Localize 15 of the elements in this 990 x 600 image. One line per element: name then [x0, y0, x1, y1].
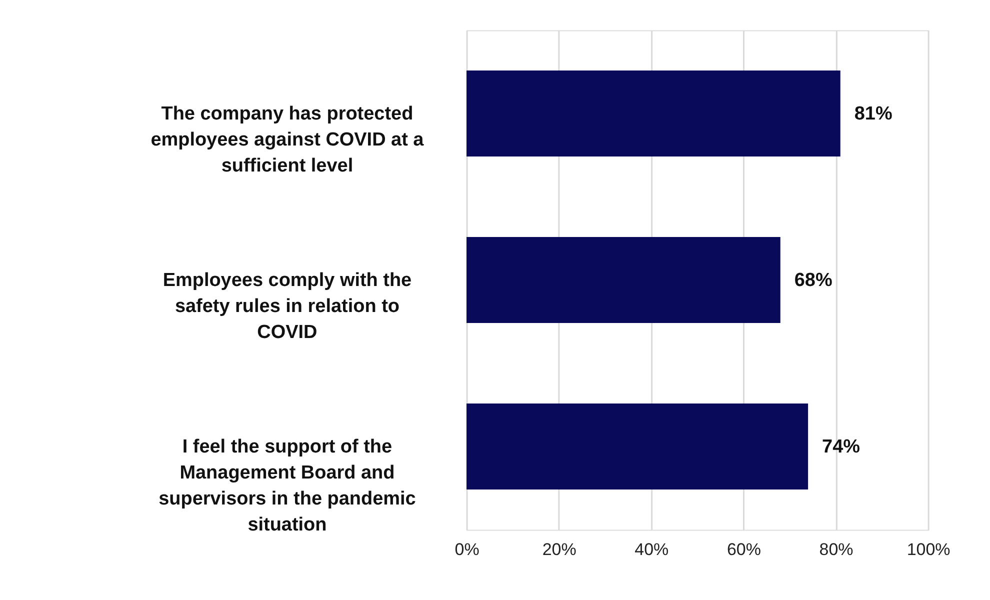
x-tick-label: 40%	[634, 540, 669, 560]
x-tick-label: 0%	[454, 540, 480, 560]
bar	[466, 404, 808, 490]
x-tick-label: 60%	[726, 540, 761, 560]
x-tick-label: 80%	[819, 540, 854, 560]
y-tick-label: The company has protected employees against COVID at a sufficient level	[150, 104, 424, 176]
bar	[466, 237, 780, 323]
data-label: 74%	[822, 436, 860, 458]
y-tick-label: I feel the support of the Management Board and supervisors in the pandemic situation	[158, 436, 416, 536]
x-tick-label: 100%	[906, 540, 950, 560]
data-label: 68%	[794, 270, 832, 291]
data-label: 81%	[854, 104, 892, 124]
x-tick-label: 20%	[542, 540, 576, 560]
bar	[466, 70, 840, 156]
y-tick-label: Employees comply with the safety rules in relation to COVID	[162, 270, 412, 343]
